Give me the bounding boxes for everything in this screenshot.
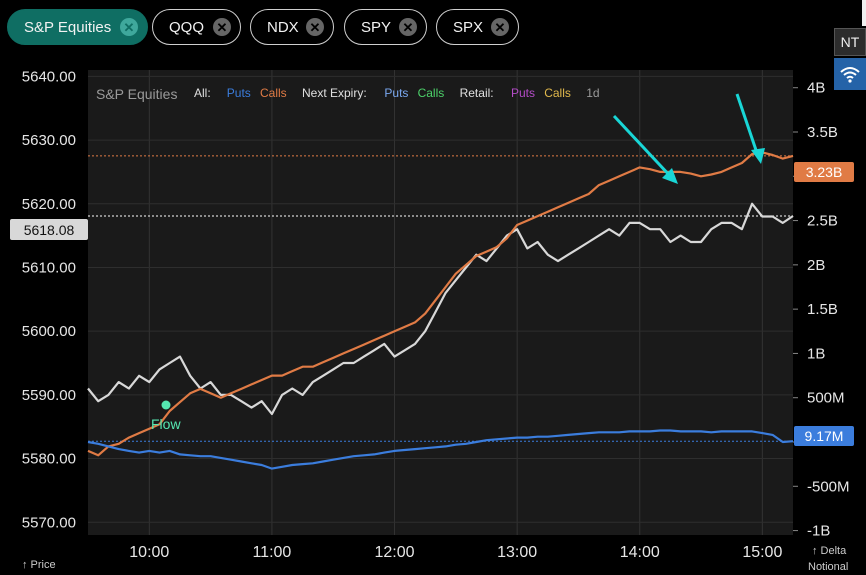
y-left-tick-label: 5640.00 — [22, 68, 76, 85]
nt-label: NT — [840, 34, 860, 50]
flow-label: Flow — [151, 416, 181, 432]
legend-group-label: Retail: — [460, 86, 494, 100]
y-left-tick-label: 5630.00 — [22, 132, 76, 149]
tab-sp-equities[interactable]: S&P Equities ✕ — [7, 9, 148, 45]
side-panel-edge — [862, 0, 866, 26]
close-icon[interactable]: ✕ — [491, 18, 509, 36]
close-icon[interactable]: ✕ — [399, 18, 417, 36]
puts-value-badge: 9.17M — [794, 426, 854, 446]
series-line-puts — [87, 429, 794, 470]
notional-axis-label: Notional — [808, 561, 848, 573]
price-axis-label: ↑ Price — [22, 559, 56, 571]
arrow-1-head — [662, 168, 678, 184]
flow-annotation: Flow — [151, 400, 181, 432]
tab-label: SPY — [361, 18, 392, 36]
legend-item-puts[interactable]: Puts — [227, 86, 251, 100]
legend-group-label: Next Expiry: — [302, 86, 367, 100]
wifi-icon — [840, 67, 860, 83]
calls-value-badge: 3.23B — [794, 162, 854, 182]
tab-label: NDX — [267, 18, 299, 36]
legend-item-calls[interactable]: Calls — [418, 86, 445, 100]
calls-badge-text: 3.23B — [806, 164, 843, 180]
legend-item-calls[interactable]: Calls — [544, 86, 571, 100]
time-axis: 10:00 11:00 12:00 13:00 14:00 15:00 — [129, 544, 782, 561]
chart-series — [87, 151, 794, 470]
x-tick-label: 10:00 — [129, 544, 169, 561]
series-line-calls — [87, 151, 794, 457]
legend-group-label: All: — [194, 86, 211, 100]
arrow-2-head — [751, 148, 765, 164]
y-left-tick-label: 5620.00 — [22, 196, 76, 213]
price-badge-text: 5618.08 — [24, 222, 75, 238]
left-price-axis: 5640.00 5630.00 5620.00 5610.00 5600.00 5590.… — [22, 68, 76, 531]
y-left-tick-label: 5590.00 — [22, 387, 76, 404]
close-icon[interactable]: ✕ — [120, 18, 138, 36]
wifi-button[interactable] — [834, 58, 866, 90]
ticker-tab-bar: S&P Equities ✕ QQQ ✕ NDX ✕ SPY ✕ SPX ✕ — [0, 0, 866, 60]
x-tick-label: 12:00 — [374, 544, 414, 561]
tab-spy[interactable]: SPY ✕ — [344, 9, 427, 45]
series-line-price — [87, 202, 794, 416]
y-left-tick-label: 5580.00 — [22, 451, 76, 468]
x-tick-label: 13:00 — [497, 544, 537, 561]
legend-item-puts[interactable]: Puts — [511, 86, 535, 100]
y-right-tick-label: 1B — [807, 345, 825, 362]
y-right-tick-label: 500M — [807, 390, 845, 407]
y-left-tick-label: 5610.00 — [22, 259, 76, 276]
puts-badge-text: 9.17M — [805, 428, 844, 444]
tab-label: SPX — [453, 18, 484, 36]
legend-item-calls[interactable]: Calls — [260, 86, 287, 100]
tab-ndx[interactable]: NDX ✕ — [250, 9, 334, 45]
legend-timeframe[interactable]: 1d — [586, 86, 599, 100]
close-icon[interactable]: ✕ — [213, 18, 231, 36]
y-left-tick-label: 5600.00 — [22, 323, 76, 340]
reference-lines — [88, 155, 793, 442]
chart-legend: S&P Equities All: Puts Calls Next Expiry: Pu… — [96, 86, 600, 102]
y-right-tick-label: -1B — [807, 523, 830, 540]
nt-button[interactable]: NT — [834, 28, 866, 56]
y-right-tick-label: 4B — [807, 80, 825, 97]
legend-title: S&P Equities — [96, 86, 177, 102]
y-right-tick-label: 2.5B — [807, 213, 838, 230]
x-tick-label: 15:00 — [742, 544, 782, 561]
tab-label: QQQ — [169, 18, 205, 36]
y-right-tick-label: 1.5B — [807, 301, 838, 318]
legend-item-puts[interactable]: Puts — [384, 86, 408, 100]
y-right-tick-label: -500M — [807, 478, 850, 495]
tab-spx[interactable]: SPX ✕ — [436, 9, 519, 45]
x-tick-label: 14:00 — [620, 544, 660, 561]
flow-marker — [161, 400, 171, 410]
close-icon[interactable]: ✕ — [306, 18, 324, 36]
y-right-tick-label: 3.5B — [807, 124, 838, 141]
y-left-tick-label: 5570.00 — [22, 514, 76, 531]
x-tick-label: 11:00 — [252, 544, 291, 561]
y-right-tick-label: 2B — [807, 257, 825, 274]
tab-qqq[interactable]: QQQ ✕ — [152, 9, 241, 45]
annotation-arrows — [612, 93, 765, 184]
arrow-1 — [612, 114, 674, 180]
tab-label: S&P Equities — [24, 18, 112, 36]
arrow-2 — [735, 93, 760, 157]
delta-axis-label: ↑ Delta — [812, 545, 847, 557]
price-value-badge: 5618.08 — [10, 219, 88, 240]
